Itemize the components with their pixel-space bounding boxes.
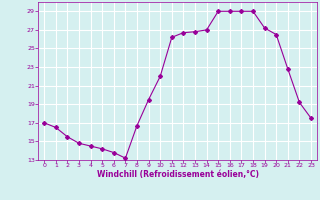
X-axis label: Windchill (Refroidissement éolien,°C): Windchill (Refroidissement éolien,°C) [97, 170, 259, 179]
